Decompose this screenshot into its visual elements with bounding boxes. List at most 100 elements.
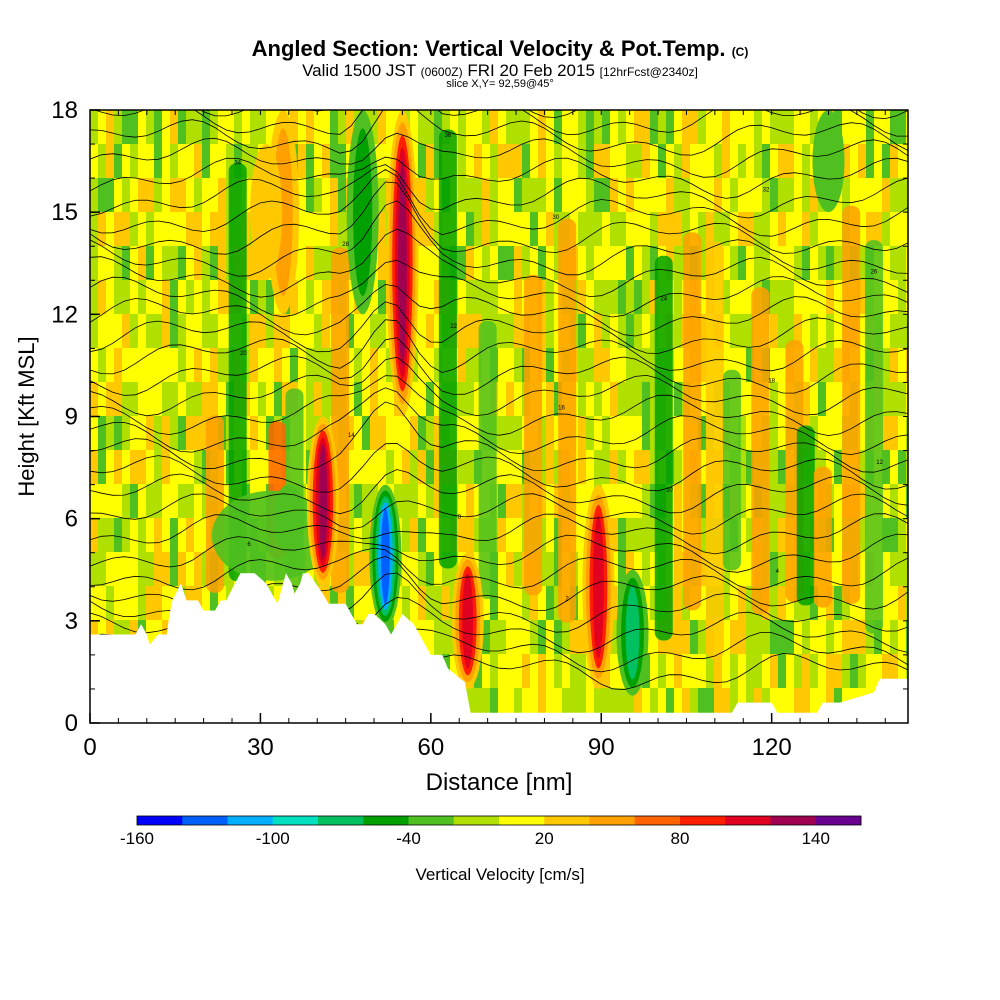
- theta-contour-line: [90, 375, 908, 437]
- velocity-cell: [362, 722, 371, 723]
- velocity-cell: [98, 416, 107, 451]
- velocity-cell: [650, 280, 659, 315]
- velocity-cell: [522, 212, 531, 247]
- velocity-cell: [394, 722, 403, 723]
- velocity-streak: [228, 162, 247, 582]
- velocity-cell: [346, 280, 355, 315]
- velocity-cell: [874, 178, 883, 213]
- velocity-cell: [882, 178, 891, 213]
- velocity-cell: [674, 178, 683, 213]
- velocity-cell: [794, 280, 803, 315]
- velocity-cell: [498, 212, 507, 247]
- y-tick-label: 15: [51, 199, 78, 226]
- colorbar-swatch: [634, 816, 681, 825]
- velocity-cell: [314, 144, 323, 179]
- velocity-cell: [458, 450, 467, 485]
- velocity-cell: [170, 382, 179, 417]
- colorbar-tick-label: -40: [396, 829, 421, 848]
- velocity-cell: [258, 450, 267, 485]
- velocity-cell: [474, 450, 483, 485]
- velocity-cell: [130, 722, 139, 723]
- velocity-cell: [890, 110, 899, 145]
- velocity-cell: [650, 552, 659, 587]
- velocity-cell: [322, 110, 331, 145]
- velocity-cell: [114, 518, 123, 553]
- velocity-cell: [290, 280, 299, 315]
- velocity-cell: [794, 212, 803, 247]
- velocity-cell: [194, 110, 203, 145]
- velocity-core: [250, 144, 283, 281]
- velocity-cell: [874, 654, 883, 689]
- velocity-cell: [586, 246, 595, 281]
- velocity-cell: [170, 178, 179, 213]
- velocity-cell: [674, 552, 683, 587]
- velocity-cell: [834, 314, 843, 349]
- velocity-cell: [538, 586, 547, 621]
- velocity-cell: [546, 280, 555, 315]
- theta-contour-line: [90, 259, 908, 318]
- velocity-cell: [778, 620, 787, 655]
- velocity-cell: [378, 450, 387, 485]
- velocity-cell: [338, 722, 347, 723]
- velocity-cell: [810, 620, 819, 655]
- velocity-cell: [522, 688, 531, 723]
- velocity-cell: [602, 314, 611, 349]
- velocity-cell: [626, 688, 635, 723]
- valid-date: FRI 20 Feb 2015: [467, 61, 595, 80]
- velocity-cell: [586, 178, 595, 213]
- velocity-cell: [378, 314, 387, 349]
- velocity-cell: [106, 416, 115, 451]
- velocity-cell: [882, 416, 891, 451]
- velocity-cell: [538, 688, 547, 723]
- velocity-cell: [866, 722, 875, 723]
- velocity-cell: [114, 552, 123, 587]
- velocity-cell: [738, 722, 747, 723]
- velocity-cell: [346, 552, 355, 587]
- velocity-cell: [418, 382, 427, 417]
- velocity-cell: [114, 450, 123, 485]
- velocity-cell: [546, 348, 555, 383]
- velocity-cell: [362, 314, 371, 349]
- velocity-cell: [346, 416, 355, 451]
- velocity-cell: [522, 144, 531, 179]
- velocity-cell: [546, 212, 555, 247]
- velocity-cell: [146, 450, 155, 485]
- velocity-cell: [578, 246, 587, 281]
- velocity-cell: [466, 246, 475, 281]
- theta-label: 10: [666, 487, 673, 493]
- velocity-cell: [250, 246, 259, 281]
- velocity-cell: [90, 552, 99, 587]
- velocity-cell: [506, 654, 515, 689]
- velocity-cell: [698, 280, 707, 315]
- velocity-cell: [602, 212, 611, 247]
- velocity-cell: [474, 144, 483, 179]
- velocity-cell: [770, 348, 779, 383]
- velocity-cell: [834, 586, 843, 621]
- velocity-cell: [130, 110, 139, 145]
- velocity-cell: [890, 518, 899, 553]
- velocity-cell: [778, 348, 787, 383]
- velocity-cell: [162, 280, 171, 315]
- velocity-cell: [402, 722, 411, 723]
- velocity-cell: [498, 552, 507, 587]
- velocity-cell: [154, 484, 163, 519]
- velocity-cell: [434, 484, 443, 519]
- velocity-cell: [322, 382, 331, 417]
- theta-contour-line: [90, 156, 908, 199]
- velocity-cell: [154, 552, 163, 587]
- velocity-cell: [626, 280, 635, 315]
- velocity-cell: [466, 416, 475, 451]
- velocity-cell: [722, 586, 731, 621]
- velocity-cell: [778, 382, 787, 417]
- velocity-cell: [122, 144, 131, 179]
- velocity-cell: [818, 314, 827, 349]
- theta-label: 12: [876, 460, 883, 466]
- velocity-cell: [202, 110, 211, 145]
- velocity-cell: [626, 314, 635, 349]
- velocity-cell: [178, 212, 187, 247]
- velocity-cell: [554, 722, 563, 723]
- velocity-cell: [514, 246, 523, 281]
- velocity-cell: [714, 110, 723, 145]
- velocity-cell: [770, 212, 779, 247]
- velocity-cell: [530, 722, 539, 723]
